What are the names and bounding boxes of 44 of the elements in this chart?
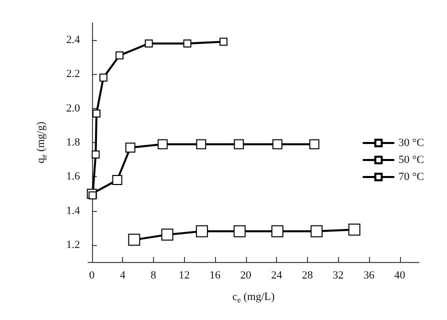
x-tick-label: 8	[150, 270, 157, 282]
point	[125, 142, 136, 153]
point	[234, 225, 246, 238]
point	[128, 234, 140, 246]
y-tick-label: 2.0	[66, 102, 80, 114]
x-tick-label: 28	[302, 270, 314, 282]
point	[310, 225, 323, 238]
point	[112, 175, 122, 186]
x-tick-label: 12	[178, 270, 190, 282]
x-tick-label: 24	[271, 270, 283, 282]
point	[158, 139, 168, 150]
point	[309, 139, 320, 150]
x-tick-label: 20	[240, 270, 252, 282]
y-tick-label: 2.2	[66, 68, 80, 80]
point	[196, 139, 206, 150]
point	[348, 224, 360, 236]
x-tick-label: 0	[89, 270, 96, 282]
legend-label: 70 °C	[398, 171, 424, 183]
x-tick-label: 16	[210, 270, 222, 282]
point	[92, 150, 100, 158]
point	[99, 74, 108, 82]
legend-label: 50 °C	[398, 154, 424, 166]
point	[116, 51, 124, 60]
point	[219, 38, 228, 46]
point	[88, 191, 97, 200]
y-axis-title: qe (mg/g)	[35, 121, 48, 164]
point	[271, 225, 284, 238]
point	[183, 39, 192, 48]
point	[234, 139, 244, 150]
point	[92, 109, 100, 118]
y-tick-label: 1.6	[66, 170, 80, 183]
point	[161, 228, 174, 241]
x-tick-label: 36	[363, 270, 375, 282]
point	[196, 225, 208, 238]
point	[144, 39, 153, 48]
x-tick-label: 32	[332, 270, 344, 282]
point	[272, 139, 282, 150]
y-tick-label: 1.4	[66, 204, 80, 217]
legend-label: 30 °C	[398, 137, 424, 149]
x-tick-label: 40	[394, 270, 406, 282]
y-tick-label: 1.8	[66, 136, 80, 148]
y-tick-label: 1.2	[66, 238, 80, 251]
x-tick-label: 4	[120, 270, 126, 282]
y-tick-label: 2.4	[66, 34, 80, 46]
